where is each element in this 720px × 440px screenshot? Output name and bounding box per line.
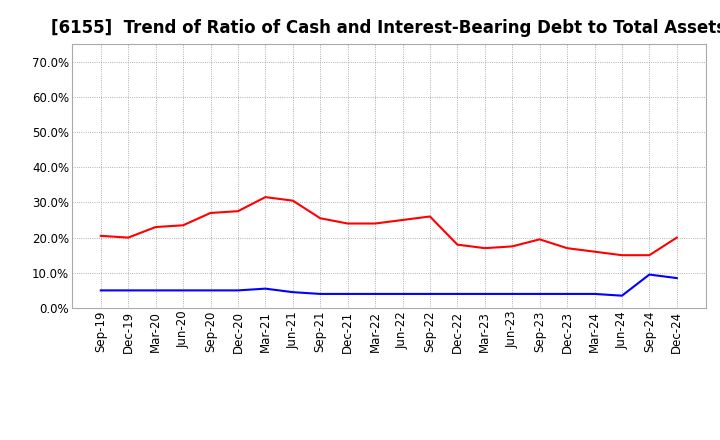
Interest-Bearing Debt — [316, 291, 325, 297]
Interest-Bearing Debt — [371, 291, 379, 297]
Cash — [261, 194, 270, 200]
Cash — [618, 253, 626, 258]
Cash — [206, 210, 215, 216]
Cash — [371, 221, 379, 226]
Cash — [96, 233, 105, 238]
Cash — [590, 249, 599, 254]
Interest-Bearing Debt — [590, 291, 599, 297]
Cash — [453, 242, 462, 247]
Interest-Bearing Debt — [343, 291, 352, 297]
Title: [6155]  Trend of Ratio of Cash and Interest-Bearing Debt to Total Assets: [6155] Trend of Ratio of Cash and Intere… — [51, 19, 720, 37]
Cash — [398, 217, 407, 223]
Interest-Bearing Debt — [563, 291, 572, 297]
Interest-Bearing Debt — [233, 288, 242, 293]
Interest-Bearing Debt — [618, 293, 626, 298]
Interest-Bearing Debt — [289, 290, 297, 295]
Cash — [233, 209, 242, 214]
Interest-Bearing Debt — [453, 291, 462, 297]
Line: Interest-Bearing Debt: Interest-Bearing Debt — [101, 275, 677, 296]
Interest-Bearing Debt — [96, 288, 105, 293]
Cash — [508, 244, 516, 249]
Cash — [343, 221, 352, 226]
Cash — [316, 216, 325, 221]
Interest-Bearing Debt — [206, 288, 215, 293]
Line: Cash: Cash — [101, 197, 677, 255]
Cash — [124, 235, 132, 240]
Cash — [151, 224, 160, 230]
Interest-Bearing Debt — [261, 286, 270, 291]
Interest-Bearing Debt — [508, 291, 516, 297]
Cash — [563, 246, 572, 251]
Interest-Bearing Debt — [480, 291, 489, 297]
Cash — [179, 223, 187, 228]
Interest-Bearing Debt — [124, 288, 132, 293]
Interest-Bearing Debt — [645, 272, 654, 277]
Interest-Bearing Debt — [179, 288, 187, 293]
Cash — [426, 214, 434, 219]
Cash — [536, 237, 544, 242]
Interest-Bearing Debt — [398, 291, 407, 297]
Cash — [289, 198, 297, 203]
Interest-Bearing Debt — [426, 291, 434, 297]
Cash — [645, 253, 654, 258]
Interest-Bearing Debt — [151, 288, 160, 293]
Cash — [672, 235, 681, 240]
Cash — [480, 246, 489, 251]
Interest-Bearing Debt — [672, 275, 681, 281]
Interest-Bearing Debt — [536, 291, 544, 297]
